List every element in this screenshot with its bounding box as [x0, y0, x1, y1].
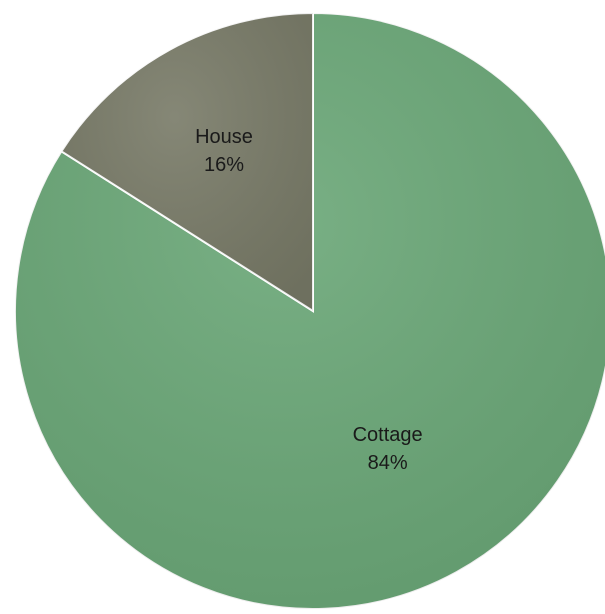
pie-value-label-cottage: 84% [368, 452, 408, 474]
pie-label-house: House [195, 126, 253, 148]
pie-slices [14, 11, 605, 610]
pie-slice-shade-cottage [15, 13, 605, 609]
pie-label-cottage: Cottage [353, 424, 423, 446]
pie-value-label-house: 16% [204, 154, 244, 176]
pie-labels: Cottage 84% House 16% [195, 126, 423, 474]
pie-slice-shade-house [61, 13, 314, 311]
